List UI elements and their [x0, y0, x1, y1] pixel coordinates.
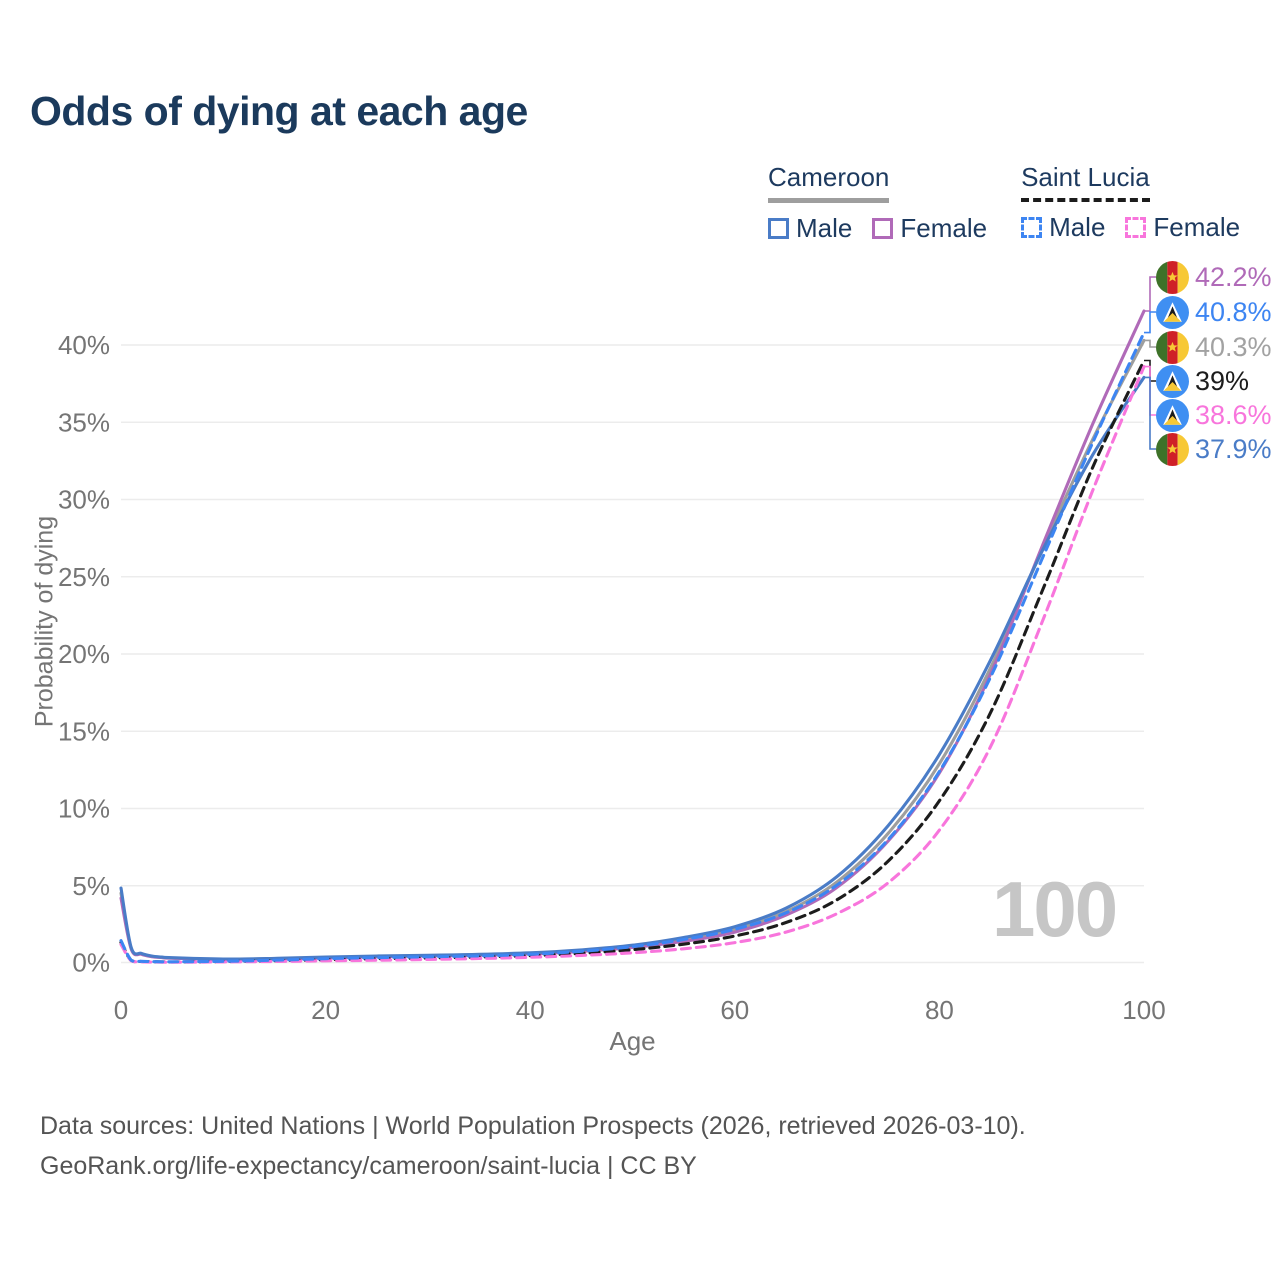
y-axis-title: Probability of dying [30, 515, 59, 728]
saint-lucia-flag-icon [1156, 398, 1189, 432]
cameroon-flag-icon [1156, 260, 1189, 294]
saint-lucia-male-swatch-icon [1021, 217, 1043, 238]
legend: Cameroon Male Female Saint Lucia Male Fe… [768, 162, 1240, 244]
page-title: Odds of dying at each age [30, 88, 528, 134]
x-tick-label: 20 [311, 995, 340, 1025]
end-label-value: 42.2% [1195, 261, 1272, 292]
y-tick-label: 0% [72, 948, 110, 978]
x-tick-label: 80 [925, 995, 954, 1025]
y-tick-label: 35% [58, 407, 110, 437]
data-sources-text: Data sources: United Nations | World Pop… [40, 1112, 1026, 1140]
legend-item-label: Male [796, 213, 853, 243]
end-label-saint-lucia-total[interactable]: 39% [1156, 364, 1249, 398]
footer: Data sources: United Nations | World Pop… [40, 1106, 1026, 1186]
y-tick-label: 5% [72, 871, 110, 901]
legend-group-saint-lucia: Saint Lucia Male Female [1021, 162, 1240, 244]
end-label-leader-line [1144, 276, 1156, 312]
saint-lucia-flag-icon [1156, 295, 1189, 329]
legend-country-saint-lucia[interactable]: Saint Lucia [1021, 162, 1150, 202]
y-tick-label: 25% [58, 562, 110, 592]
x-tick-label: 60 [720, 995, 749, 1025]
end-label-cameroon-female[interactable]: 42.2% [1156, 260, 1272, 294]
saint-lucia-flag-icon [1156, 364, 1189, 398]
legend-item-saint-lucia-female[interactable]: Female [1125, 212, 1240, 243]
end-label-leader-line [1144, 339, 1156, 348]
y-tick-label: 20% [58, 639, 110, 669]
saint-lucia-female-swatch-icon [1125, 217, 1147, 238]
series-line-saint-lucia-male[interactable] [119, 331, 1146, 964]
y-tick-label: 30% [58, 485, 110, 515]
cameroon-flag-icon [1156, 330, 1189, 364]
y-tick-label: 40% [58, 330, 110, 360]
end-label-cameroon-total[interactable]: 40.3% [1156, 330, 1272, 364]
end-label-value: 37.9% [1195, 433, 1272, 464]
legend-item-cameroon-male[interactable]: Male [768, 213, 852, 244]
age-watermark: 100 [992, 865, 1118, 953]
end-label-value: 40.8% [1195, 296, 1272, 327]
end-label-saint-lucia-male[interactable]: 40.8% [1156, 295, 1272, 329]
x-tick-label: 40 [516, 995, 545, 1025]
end-label-saint-lucia-female[interactable]: 38.6% [1156, 398, 1272, 432]
series-line-cameroon-female[interactable] [119, 309, 1146, 961]
series-line-cameroon-male[interactable] [119, 375, 1146, 961]
legend-country-cameroon[interactable]: Cameroon [768, 162, 890, 203]
cameroon-flag-icon [1156, 432, 1189, 466]
end-label-leader-line [1144, 311, 1156, 334]
legend-item-saint-lucia-male[interactable]: Male [1021, 212, 1105, 243]
end-label-value: 40.3% [1195, 331, 1272, 362]
x-tick-label: 0 [114, 995, 128, 1025]
x-axis-title: Age [609, 1026, 656, 1056]
end-label-cameroon-male[interactable]: 37.9% [1156, 432, 1272, 466]
end-label-leader-line [1144, 376, 1156, 450]
attribution-text: GeoRank.org/life-expectancy/cameroon/sai… [40, 1152, 697, 1180]
series-line-cameroon-total[interactable] [119, 338, 1146, 961]
end-label-value: 38.6% [1195, 399, 1272, 430]
y-tick-label: 15% [58, 716, 110, 746]
x-tick-label: 100 [1122, 995, 1165, 1025]
legend-item-label: Male [1049, 212, 1106, 242]
cameroon-female-swatch-icon [872, 218, 894, 239]
legend-item-label: Female [1153, 212, 1241, 242]
legend-item-cameroon-female[interactable]: Female [872, 213, 987, 244]
y-tick-label: 10% [58, 794, 110, 824]
end-label-value: 39% [1195, 365, 1250, 396]
legend-item-label: Female [900, 213, 988, 243]
cameroon-male-swatch-icon [768, 218, 789, 239]
legend-group-cameroon: Cameroon Male Female [768, 162, 987, 244]
